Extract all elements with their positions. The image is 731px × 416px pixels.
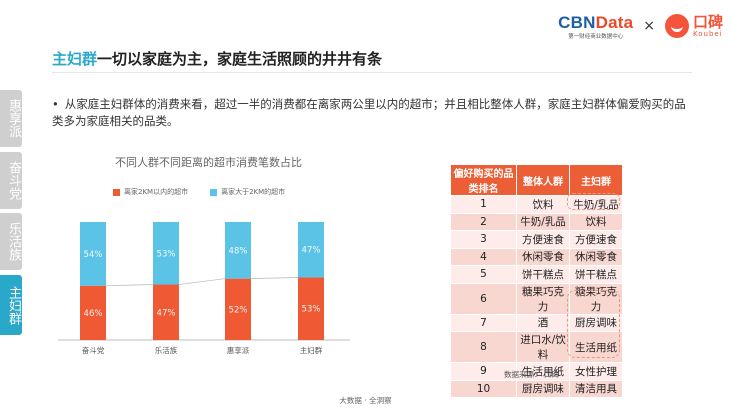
overall-cell: 糖果巧克力 [516,282,570,315]
table-row: 3 方便速食 方便速食 [450,230,623,249]
category-label: 惠享派 [227,345,250,355]
legend-item-near: 离家2KM以内的超市 [113,187,188,197]
side-tab-zhufuqun[interactable]: 主妇群 [0,275,22,335]
category-label: 主妇群 [300,345,323,355]
category-label: 乐活族 [155,345,178,355]
koubei-smile-icon [664,14,689,38]
side-tab-huixiangpai[interactable]: 惠享派 [0,90,22,147]
chart-title: 不同人群不同距离的超市消费笔数占比 [115,156,302,169]
overall-cell: 方便速食 [516,230,570,249]
rank-cell: 9 [450,362,517,381]
overall-cell: 休闲零食 [516,247,570,266]
housewife-cell: 糖果巧克力 [569,282,623,315]
rank-cell: 4 [450,247,517,266]
bar-segment-near [298,277,324,340]
overall-cell: 厨房调味 [516,379,570,398]
data-label: 47% [302,246,321,256]
table-header: 整体人群 [516,164,570,196]
category-rank-table: 偏好购买的品类排名 整体人群 主妇群 1 饮料 牛奶/乳品 2 牛奶/乳品 饮料 3 方便速食… [450,164,623,398]
rank-cell: 5 [450,265,517,284]
data-label: 47% [157,308,176,318]
highlight-outline-top [567,193,620,210]
rank-cell: 10 [450,379,517,398]
bar-segment-near [80,285,106,340]
housewife-cell: 饮料 [569,212,623,231]
table-header: 偏好购买的品类排名 [450,164,517,196]
side-tab-fendoudang[interactable]: 奋斗党 [0,152,22,209]
data-label: 52% [229,305,248,315]
table-row: 6 糖果巧克力 糖果巧克力 [450,282,623,315]
bar-segment-near [153,284,179,340]
housewife-cell: 厨房调味 [569,313,623,332]
cbndata-logo: CBNData 第一财经商业数据中心 [558,13,633,40]
chart-legend: 离家2KM以内的超市 离家大于2KM的超市 [113,187,307,197]
overall-cell: 生活用纸 [516,362,570,381]
overall-cell: 进口水/饮料 [516,331,570,363]
bar-segment-far [153,222,179,285]
overall-cell: 饮料 [516,195,570,214]
title-rest: 一切以家庭为主，家庭生活照顾的井井有条 [97,50,383,68]
stacked-bar-chart: 46% 54% 奋斗党 47% 53% 乐活族 52% 48% 惠享派 53% 47% 主妇群 [58,222,350,355]
rank-cell: 1 [450,195,517,214]
legend-swatch [113,188,120,196]
data-label: 46% [84,309,103,319]
bar-segment-far [298,222,324,278]
rank-cell: 2 [450,212,517,231]
legend-swatch [210,188,218,196]
bullet-content: 从家庭主妇群体的消费来看，超过一半的消费都在离家两公里以内的超市；并且相比整体人… [52,97,686,128]
legend-item-far: 离家大于2KM的超市 [210,187,285,197]
overall-cell: 牛奶/乳品 [516,212,570,231]
overall-cell: 饼干糕点 [516,265,570,284]
bullet-text: • 从家庭主妇群体的消费来看，超过一半的消费都在离家两公里以内的超市；并且相比整体… [52,97,686,128]
rank-cell: 6 [450,282,517,315]
table-row: 2 牛奶/乳品 饮料 [450,212,623,231]
rank-cell: 8 [450,331,517,363]
trend-connector [250,277,299,280]
side-tab-lehuozu[interactable]: 乐活族 [0,213,22,270]
koubei-cn: 口碑 [692,13,723,31]
table-row: 10 厨房调味 清洁用具 [450,379,623,398]
title-divider [52,72,692,73]
page-title: 主妇群一切以家庭为主，家庭生活照顾的井井有条 [52,48,382,69]
table-row: 5 饼干糕点 饼干糕点 [450,265,623,284]
housewife-cell: 饼干糕点 [569,265,623,284]
trend-connector [105,284,154,287]
koubei-logo: 口碑 Koubei [664,13,723,38]
trend-connector [178,278,226,285]
data-label: 54% [84,250,103,260]
table-row: 4 休闲零食 休闲零食 [450,247,623,266]
data-label: 53% [302,305,321,315]
bar-segment-far [225,222,251,279]
cbn-text: CBN [558,12,596,32]
housewife-cell: 方便速食 [569,230,623,249]
rank-cell: 7 [450,313,517,332]
title-highlight: 主妇群 [52,50,98,68]
data-source: 数据来源： 口碑 [504,370,559,379]
housewife-cell: 牛奶/乳品 [569,195,623,214]
data-label: 48% [229,246,248,256]
rank-cell: 3 [450,230,517,249]
cbn-subtitle: 第一财经商业数据中心 [568,33,624,40]
housewife-cell: 清洁用具 [569,379,623,398]
data-text: Data [595,12,634,32]
highlight-outline-bottom [567,290,620,358]
table-row: 7 酒厨房调味 [450,313,623,332]
housewife-cell: 休闲零食 [569,247,623,266]
category-label: 奋斗党 [82,345,105,355]
table-row: 1 饮料 牛奶/乳品 [450,195,623,214]
legend-label: 离家大于2KM的超市 [221,188,286,196]
footer-tagline: 大数据 · 全洞察 [339,396,392,405]
overall-cell: 酒 [516,313,570,332]
housewife-cell: 女性护理 [569,362,623,381]
logo-area: CBNData 第一财经商业数据中心 × 口碑 Koubei [558,8,723,44]
table-header: 主妇群 [569,164,623,196]
legend-label: 离家2KM以内的超市 [124,188,189,196]
koubei-en: Koubei [692,30,723,38]
data-label: 53% [157,249,176,259]
times-icon: × [643,18,655,34]
bar-segment-near [225,278,251,340]
bar-segment-far [80,222,106,286]
